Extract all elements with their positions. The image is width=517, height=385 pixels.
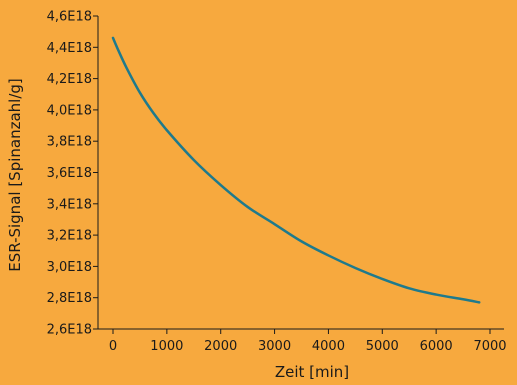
y-tick-label: 2,6E18 bbox=[47, 323, 92, 338]
y-tick-label: 3,8E18 bbox=[47, 135, 92, 150]
y-tick-label: 3,4E18 bbox=[47, 197, 92, 212]
y-tick-label: 3,2E18 bbox=[47, 229, 92, 244]
x-tick-label: 6000 bbox=[420, 339, 453, 354]
x-tick-label: 7000 bbox=[473, 339, 506, 354]
y-tick-label: 4,4E18 bbox=[47, 41, 92, 56]
y-axis: 2,6E18 2,8E18 3,0E18 3,2E18 3,4E18 3,6E18 3,8E… bbox=[47, 10, 99, 338]
y-tick-label: 2,8E18 bbox=[47, 291, 92, 306]
y-axis-title: ESR-Signal [Spinanzahl/g] bbox=[6, 78, 24, 272]
series-line-0 bbox=[111, 36, 481, 304]
x-tick-label: 2000 bbox=[204, 339, 237, 354]
y-tick-label: 3,6E18 bbox=[47, 166, 92, 181]
x-tick-label: 1000 bbox=[150, 339, 183, 354]
x-tick-label: 5000 bbox=[366, 339, 399, 354]
x-tick-label: 0 bbox=[109, 339, 117, 354]
y-tick-label: 4,6E18 bbox=[47, 10, 92, 25]
y-tick-label: 4,0E18 bbox=[47, 103, 92, 118]
x-tick-label: 4000 bbox=[312, 339, 345, 354]
x-tick-label: 3000 bbox=[258, 339, 291, 354]
y-tick-label: 4,2E18 bbox=[47, 72, 92, 87]
x-axis-title: Zeit [min] bbox=[275, 363, 349, 381]
series-group bbox=[111, 36, 481, 304]
y-tick-label: 3,0E18 bbox=[47, 260, 92, 275]
x-axis: 0 1000 2000 3000 4000 5000 6000 7000 bbox=[98, 328, 507, 354]
